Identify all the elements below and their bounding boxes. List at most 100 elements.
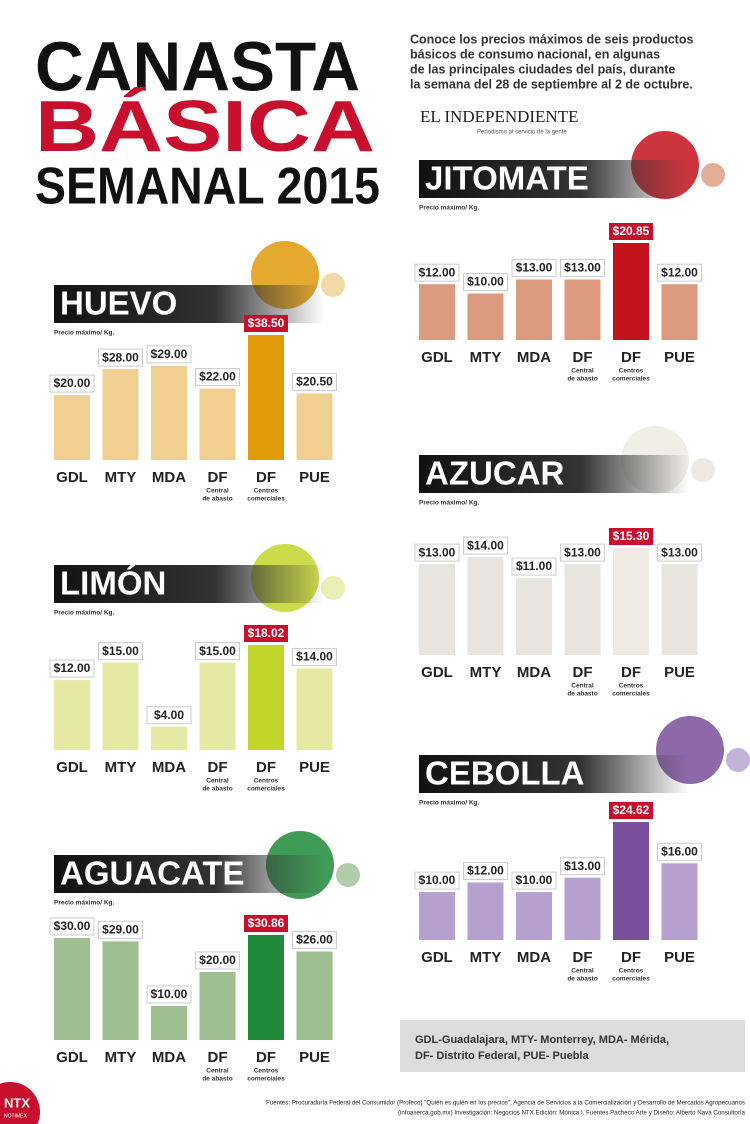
category-note: Central xyxy=(206,488,229,495)
decoration xyxy=(321,576,345,600)
category-note: Centros xyxy=(254,778,279,785)
value-label: $12.00 xyxy=(419,265,456,279)
value-label: $13.00 xyxy=(564,545,601,559)
bar xyxy=(613,243,649,340)
bar xyxy=(467,557,504,655)
logo: EL INDEPENDIENTE xyxy=(420,107,578,126)
legend-box xyxy=(400,1020,745,1072)
value-label: $29.00 xyxy=(102,923,139,937)
decoration xyxy=(321,273,345,297)
value-label: $10.00 xyxy=(151,987,188,1001)
chart-subtitle: Precio máximo/ Kg. xyxy=(419,205,480,212)
bar xyxy=(248,935,284,1040)
chart-subtitle: Precio máximo/ Kg. xyxy=(419,500,480,507)
x-tick-label: GDL xyxy=(421,349,453,366)
x-tick-label: MTY xyxy=(105,1049,137,1066)
legend-note: GDL-Guadalajara, MTY- Monterrey, MDA- Mé… xyxy=(415,1034,669,1046)
value-label-box xyxy=(609,802,653,819)
intro-line: de las principales ciudades del país, du… xyxy=(410,62,675,76)
value-label: $24.62 xyxy=(613,803,650,817)
category-note: Central xyxy=(206,778,229,785)
value-label: $10.00 xyxy=(419,873,456,887)
value-label-box xyxy=(463,536,508,555)
bar xyxy=(151,726,187,750)
chart: LIMÓN Precio máximo/ Kg. $12.00 GDL $15.00 MT… xyxy=(49,544,345,793)
category-note: de abasto xyxy=(202,496,232,503)
category-note: Centros xyxy=(619,968,644,975)
value-label-box xyxy=(98,348,143,367)
x-tick-label: PUE xyxy=(664,949,695,966)
bar xyxy=(102,662,139,750)
chart-subtitle: Precio máximo/ Kg. xyxy=(54,610,115,617)
value-label: $11.00 xyxy=(516,559,552,573)
value-label-box xyxy=(49,917,95,936)
x-tick-label: MTY xyxy=(470,949,502,966)
value-label: $12.00 xyxy=(661,265,698,279)
bar xyxy=(54,937,90,1040)
category-note: de abasto xyxy=(567,976,597,983)
value-label-box xyxy=(511,871,557,890)
chart-title: CEBOLLA xyxy=(425,755,585,792)
value-label: $12.00 xyxy=(54,661,91,675)
value-label: $13.00 xyxy=(419,545,456,559)
value-label: $22.00 xyxy=(199,370,236,384)
title-band xyxy=(419,755,689,793)
category-note: comerciales xyxy=(612,691,650,698)
category-note: de abasto xyxy=(202,1076,232,1083)
value-label: $20.00 xyxy=(199,953,236,967)
chart-title: AZUCAR xyxy=(425,455,564,492)
value-label: $38.50 xyxy=(248,316,285,330)
category-note: Centros xyxy=(619,683,644,690)
bar xyxy=(102,369,139,460)
value-label-box xyxy=(49,374,95,393)
value-label-box xyxy=(244,625,288,642)
value-label: $30.86 xyxy=(248,916,285,930)
x-tick-label: MDA xyxy=(152,469,186,486)
category-note: de abasto xyxy=(202,786,232,793)
decoration xyxy=(701,163,725,187)
source: Fuentes: Procuraduría Federal del Consum… xyxy=(266,1100,745,1107)
value-label: $15.00 xyxy=(102,644,139,658)
bar xyxy=(467,882,504,940)
category-note: comerciales xyxy=(247,496,285,503)
value-label: $26.00 xyxy=(296,933,333,947)
value-label: $20.50 xyxy=(296,375,333,389)
x-tick-label: MDA xyxy=(517,949,551,966)
chart: AGUACATE Precio máximo/ Kg. $30.00 GDL $29.0… xyxy=(49,831,360,1083)
bar xyxy=(516,892,552,940)
x-tick-label: MTY xyxy=(105,469,137,486)
x-tick-label: DF xyxy=(208,759,228,776)
value-label-box xyxy=(292,931,337,950)
bar xyxy=(613,822,649,940)
value-label: $16.00 xyxy=(661,844,698,858)
value-label-box xyxy=(657,543,702,562)
charts: HUEVO Precio máximo/ Kg. $20.00 GDL $28.00 MT… xyxy=(49,131,750,1083)
legend-note: DF- Distrito Federal, PUE- Puebla xyxy=(415,1050,589,1062)
bar xyxy=(102,941,139,1040)
bar xyxy=(199,388,236,460)
value-label-box xyxy=(463,272,508,291)
bar xyxy=(199,662,236,750)
value-label: $14.00 xyxy=(296,650,333,664)
x-tick-label: PUE xyxy=(299,759,330,776)
intro-line: básicos de consumo nacional, en algunas xyxy=(410,47,660,61)
bar xyxy=(467,293,504,340)
value-label-box xyxy=(98,642,143,661)
value-label-box xyxy=(195,951,240,970)
x-tick-label: DF xyxy=(208,1049,228,1066)
value-label: $20.85 xyxy=(613,224,650,238)
value-label: $14.00 xyxy=(467,538,504,552)
value-label-box xyxy=(657,842,702,861)
value-label: $18.02 xyxy=(248,626,285,640)
bar xyxy=(516,279,552,340)
bar xyxy=(248,645,284,750)
x-tick-label: PUE xyxy=(664,349,695,366)
x-tick-label: DF xyxy=(256,1049,276,1066)
category-note: de abasto xyxy=(567,376,597,383)
x-tick-label: MDA xyxy=(517,349,551,366)
x-tick-label: DF xyxy=(621,349,641,366)
chart-title: JITOMATE xyxy=(425,160,589,197)
bar xyxy=(54,680,90,750)
x-tick-label: GDL xyxy=(421,949,453,966)
